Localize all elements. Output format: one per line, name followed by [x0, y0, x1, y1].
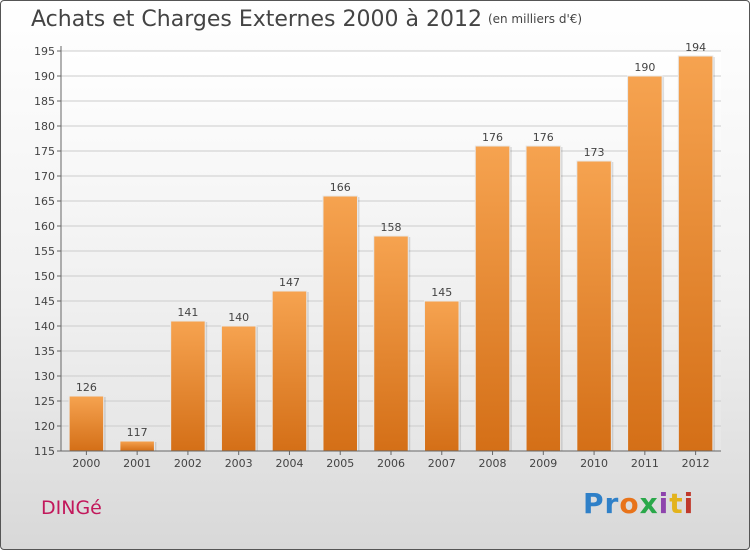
y-tick-label: 130 [34, 370, 55, 383]
x-tick-label: 2011 [631, 457, 659, 470]
y-tick-label: 150 [34, 270, 55, 283]
data-label: 147 [279, 276, 300, 289]
data-label: 117 [127, 426, 148, 439]
logo-letter: r [604, 487, 620, 520]
logo-letter: t [669, 487, 684, 520]
x-tick-label: 2006 [377, 457, 405, 470]
data-label: 126 [76, 381, 97, 394]
logo-letter: P [583, 487, 605, 520]
data-label: 190 [634, 61, 655, 74]
y-tick-label: 160 [34, 220, 55, 233]
bar-2003 [220, 325, 257, 452]
data-label: 194 [685, 41, 706, 54]
y-tick-label: 190 [34, 70, 55, 83]
y-tick-label: 175 [34, 145, 55, 158]
bar-2012 [677, 55, 714, 452]
x-tick-label: 2007 [428, 457, 456, 470]
place-name: DINGé [41, 497, 102, 519]
y-tick-label: 115 [34, 445, 55, 458]
x-tick-label: 2012 [682, 457, 710, 470]
y-tick-label: 140 [34, 320, 55, 333]
logo-letter: i [683, 487, 695, 520]
data-label: 140 [228, 311, 249, 324]
y-tick-label: 195 [34, 45, 55, 58]
data-label: 176 [533, 131, 554, 144]
bar-2010 [576, 160, 612, 452]
data-label: 173 [584, 146, 605, 159]
x-tick-label: 2003 [225, 457, 253, 470]
y-tick-label: 135 [34, 345, 55, 358]
chart-title-text: Achats et Charges Externes 2000 à 2012 [31, 7, 482, 32]
x-tick-label: 2002 [174, 457, 202, 470]
data-label: 158 [381, 221, 402, 234]
bar-2004 [271, 290, 308, 452]
data-label: 145 [431, 286, 452, 299]
proxiti-logo: Proxiti [583, 487, 694, 520]
bar-2005 [322, 195, 358, 452]
y-tick-label: 180 [34, 120, 55, 133]
logo-letter: o [619, 487, 640, 520]
bar-2002 [170, 320, 206, 452]
x-tick-label: 2009 [529, 457, 557, 470]
chart-subtitle: (en milliers d'€) [487, 12, 583, 26]
logo-letter: i [658, 487, 670, 520]
x-tick-label: 2000 [72, 457, 100, 470]
data-label: 166 [330, 181, 351, 194]
bar-2000 [68, 395, 105, 452]
x-tick-label: 2005 [326, 457, 354, 470]
y-tick-label: 155 [34, 245, 55, 258]
y-tick-label: 125 [34, 395, 55, 408]
bar-2007 [424, 300, 460, 452]
bar-2006 [373, 235, 409, 452]
data-label: 141 [177, 306, 198, 319]
x-tick-label: 2010 [580, 457, 608, 470]
y-tick-label: 145 [34, 295, 55, 308]
y-tick-label: 185 [34, 95, 55, 108]
y-tick-label: 170 [34, 170, 55, 183]
y-tick-label: 165 [34, 195, 55, 208]
bar-2009 [525, 145, 562, 452]
logo-letter: x [639, 487, 659, 520]
y-tick-label: 120 [34, 420, 55, 433]
x-tick-label: 2004 [275, 457, 303, 470]
data-label: 176 [482, 131, 503, 144]
x-tick-label: 2001 [123, 457, 151, 470]
bar-2011 [627, 75, 663, 452]
chart-title: Achats et Charges Externes 2000 à 2012 (e… [31, 7, 582, 32]
bar-2001 [119, 440, 155, 452]
x-tick-label: 2008 [479, 457, 507, 470]
bar-2008 [474, 145, 511, 452]
